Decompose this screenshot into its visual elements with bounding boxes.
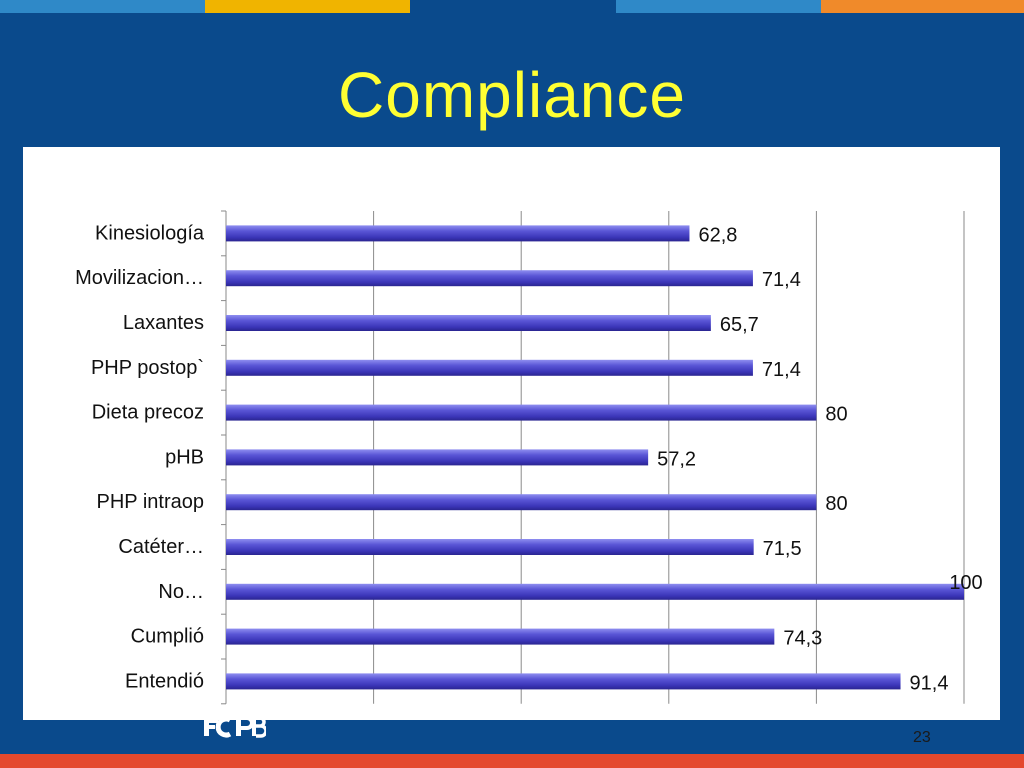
value-label: 71,4 [762,359,801,381]
slide-title: Compliance [338,59,686,131]
bar [226,225,690,242]
category-label: PHP postop` [91,357,204,379]
bar [226,404,817,421]
top-stripe-2 [205,0,410,13]
bar-chart: Kinesiología 62,8 Movilizacion… 71,4 Laxante… [75,210,983,705]
page-number: 23 [913,729,931,746]
bar [226,315,711,331]
category-label: Entendió [125,670,204,692]
value-label: 71,5 [763,538,802,560]
value-label: 74,3 [783,628,822,650]
category-label: Laxantes [123,312,204,334]
value-label: 57,2 [657,448,696,470]
top-stripe-1 [0,0,205,13]
category-label: Kinesiología [95,222,205,244]
value-label: 65,7 [720,314,759,336]
bar [226,359,753,376]
category-label: Cumplió [131,626,204,648]
chart-panel: Kinesiología 62,8 Movilizacion… 71,4 Laxante… [23,147,1000,720]
value-label: 80 [825,493,847,515]
bar [226,270,753,287]
category-label: Catéter… [118,536,204,558]
value-label: 91,4 [910,672,949,694]
top-stripe-4 [616,0,821,13]
category-label: Movilizacion… [75,267,204,289]
bottom-stripe [0,754,1024,768]
bar [226,583,964,600]
value-label: 71,4 [762,269,801,291]
category-label: No… [158,581,204,603]
labels: Kinesiología 62,8 Movilizacion… 71,4 Laxante… [75,222,983,694]
bars [226,225,964,690]
value-label: 62,8 [698,224,737,246]
category-label: pHB [165,446,204,468]
bar [226,539,754,555]
bar [226,673,901,690]
fcpb-logo [204,716,266,738]
value-label: 100 [949,572,982,594]
category-label: Dieta precoz [92,402,204,424]
bar [226,494,817,511]
bar [226,628,775,645]
value-label: 80 [825,404,847,426]
category-label: PHP intraop [97,491,204,513]
top-stripe-5 [821,0,1024,13]
bar [226,449,649,466]
